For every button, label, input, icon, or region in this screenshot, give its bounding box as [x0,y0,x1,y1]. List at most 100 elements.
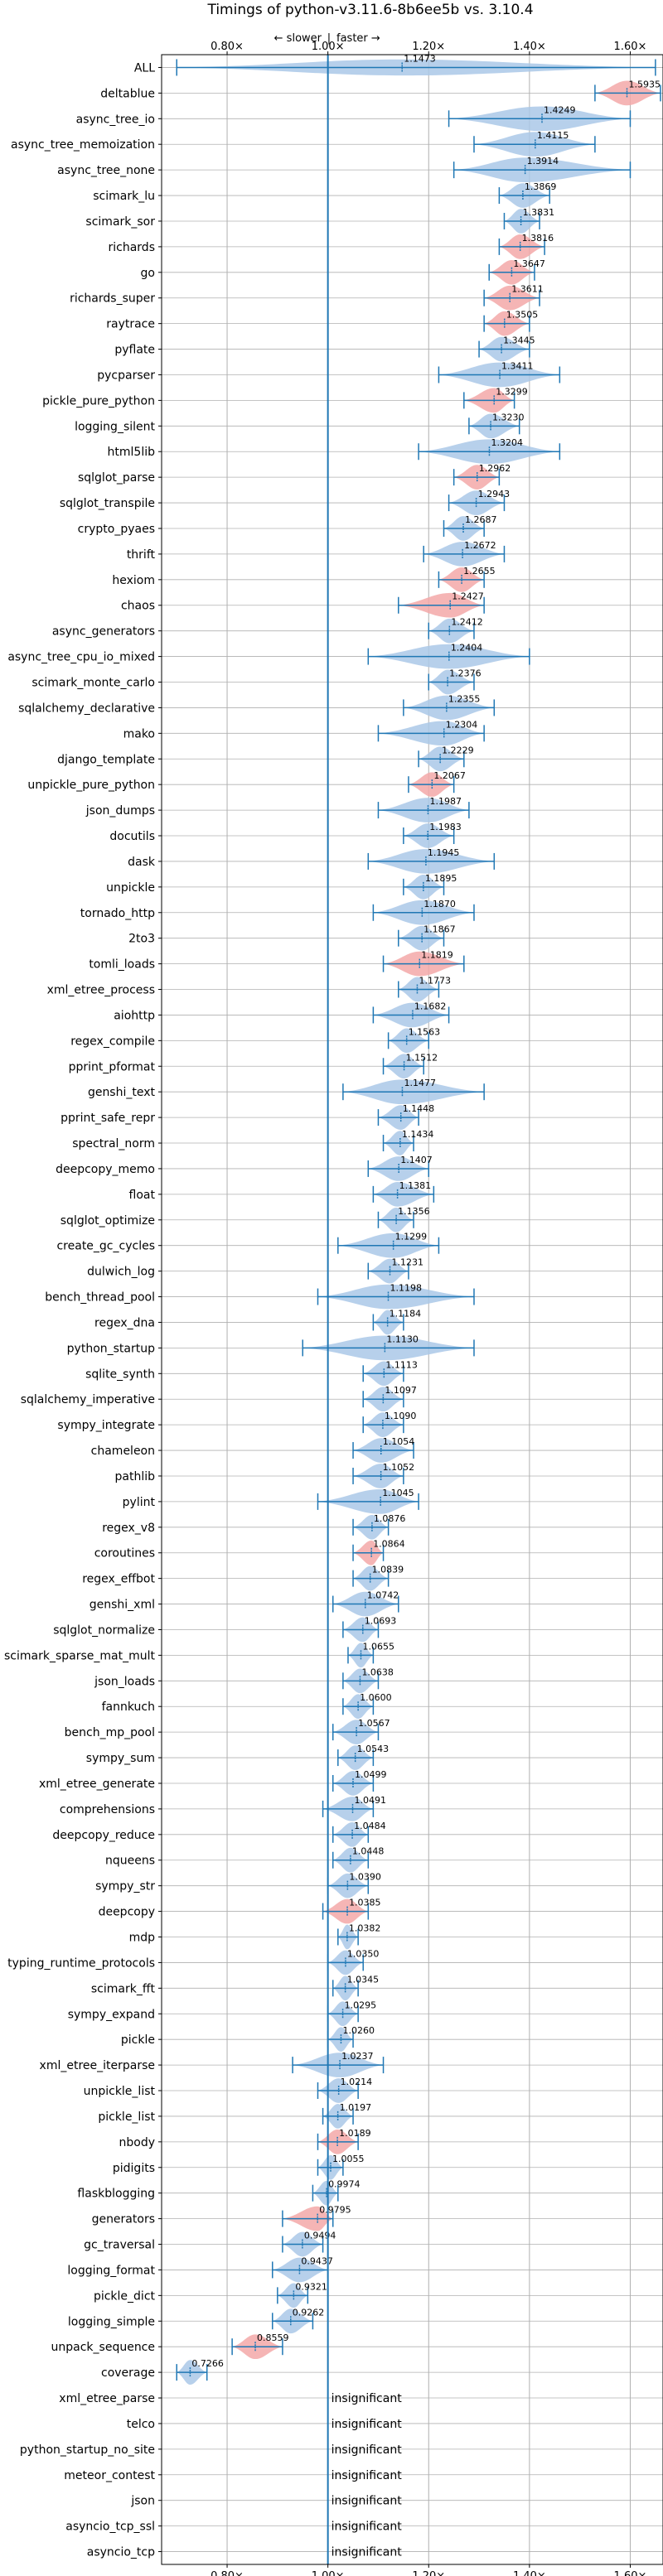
category-label: bench_mp_pool [65,1726,155,1739]
category-label: django_template [57,753,155,766]
mean-value-label: 1.1299 [395,1232,428,1242]
mean-value-label: 1.0390 [349,1872,381,1883]
mean-value-label: 1.1870 [423,899,456,909]
mean-value-label: 1.3611 [511,284,544,295]
mean-value-label: 1.0655 [362,1641,394,1652]
category-label: pylint [123,1496,156,1509]
mean-value-label: 1.3505 [506,310,539,321]
category-label: json [130,2495,155,2508]
mean-value-label: 1.1407 [400,1155,433,1165]
mean-value-label: 0.7266 [191,2358,224,2369]
category-label: flaskblogging [77,2188,155,2201]
category-label: thrift [127,548,156,562]
mean-value-label: 1.4249 [544,104,576,115]
category-label: crypto_pyaes [78,523,155,536]
category-label: meteor_contest [64,2469,155,2482]
mean-value-label: 1.2229 [442,745,474,755]
category-label: coverage [101,2366,155,2380]
category-label: deepcopy_reduce [52,1829,155,1842]
mean-value-label: 1.0484 [354,1821,386,1831]
mean-value-label: 1.1477 [404,1078,436,1088]
mean-value-label: 1.0295 [345,2000,377,2010]
mean-value-label: 1.1448 [403,1103,435,1114]
mean-value-label: 1.0491 [355,1795,387,1806]
mean-value-label: 1.3299 [496,386,528,397]
x-tick-label: 1.40× [513,2570,546,2576]
mean-value-label: 0.9262 [293,2307,325,2318]
category-label: raytrace [106,318,155,331]
x-tick-label: 1.20× [412,41,445,53]
mean-value-label: 1.0864 [373,1539,405,1550]
mean-value-label: 1.1434 [402,1129,433,1140]
category-label: sympy_sum [86,1752,155,1765]
category-label: pyflate [114,344,155,357]
mean-value-label: 1.0693 [365,1615,397,1626]
category-label: json_loads [94,1675,155,1688]
category-label: scimark_fft [91,1982,156,1995]
mean-value-label: 1.2672 [464,540,496,551]
category-label: async_tree_cpu_io_mixed [7,651,155,664]
mean-value-label: 1.0876 [374,1513,406,1524]
mean-value-label: 1.0214 [341,2077,373,2087]
mean-value-label: 1.1231 [392,1257,424,1268]
category-label: typing_runtime_protocols [7,1956,155,1970]
category-label: unpickle [106,881,155,895]
category-label: sqlite_synth [85,1368,155,1381]
category-label: deepcopy [99,1906,155,1919]
category-label: dulwich_log [87,1266,155,1279]
category-label: xml_etree_process [47,984,155,997]
category-label: nbody [119,2136,156,2149]
category-label: scimark_lu [93,190,155,203]
mean-value-label: 0.8559 [257,2332,289,2343]
mean-value-label: 1.2687 [465,514,497,525]
category-label: create_gc_cycles [56,1240,155,1253]
category-label: pidigits [113,2162,155,2175]
mean-value-label: 1.0055 [332,2154,365,2164]
category-label: logging_silent [75,420,155,433]
mean-value-label: 1.1867 [423,924,456,935]
category-label: unpickle_pure_python [27,779,155,792]
insignificant-label: insignificant [332,2443,403,2457]
mean-value-label: 1.2412 [451,617,483,628]
mean-value-label: 1.3869 [525,181,557,192]
category-label: scimark_sparse_mat_mult [4,1649,155,1662]
category-label: async_generators [52,625,155,639]
mean-value-label: 1.1097 [385,1385,417,1396]
category-label: fannkuch [102,1700,155,1714]
mean-value-label: 1.4115 [537,130,569,141]
category-label: unpack_sequence [51,2341,155,2354]
mean-value-label: 1.1198 [390,1283,422,1294]
category-label: logging_format [67,2264,155,2277]
mean-value-label: 1.1052 [383,1462,415,1473]
category-label: pycparser [97,369,155,382]
mean-value-label: 1.3831 [523,207,555,218]
category-label: unpickle_list [84,2085,156,2098]
category-label: logging_simple [68,2315,155,2328]
x-tick-label: 1.00× [312,41,345,53]
mean-value-label: 1.2404 [451,643,483,654]
category-label: pickle_list [98,2110,155,2124]
category-label: bench_thread_pool [45,1291,155,1305]
mean-value-label: 1.1113 [385,1359,418,1370]
category-label: async_tree_none [57,164,155,177]
mean-value-label: 1.3445 [503,335,535,346]
mean-value-label: 1.1045 [382,1488,414,1498]
mean-value-label: 1.2943 [478,489,511,499]
mean-value-label: 1.0345 [347,1974,380,1985]
category-label: python_startup_no_site [20,2443,155,2457]
insignificant-label: insignificant [332,2546,403,2559]
mean-value-label: 1.1090 [385,1411,417,1421]
category-label: sqlalchemy_declarative [18,702,155,715]
category-label: aiohttp [114,1009,155,1022]
mean-value-label: 1.1054 [383,1436,415,1447]
category-label: mako [123,727,155,740]
mean-value-label: 1.3647 [513,258,545,269]
category-label: json_dumps [85,804,155,818]
x-tick-label: 0.80× [211,2570,244,2576]
category-label: deltablue [100,87,155,100]
category-label: xml_etree_parse [59,2392,155,2405]
category-label: tomli_loads [89,958,155,972]
chart-title: Timings of python-v3.11.6-8b6ee5b vs. 3.… [206,2,533,18]
category-label: regex_v8 [102,1522,155,1535]
x-tick-label: 1.60× [614,2570,647,2576]
